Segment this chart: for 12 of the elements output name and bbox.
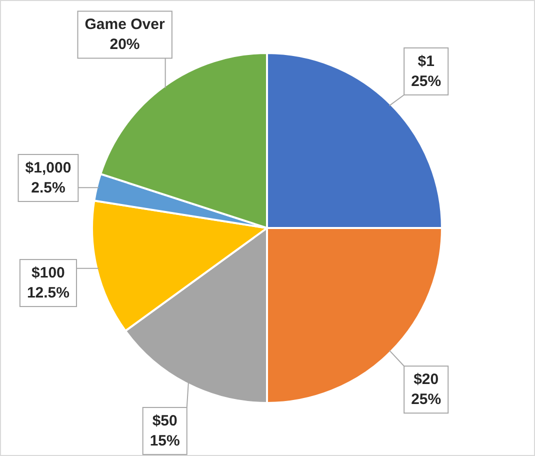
slice-label: $1 (418, 52, 434, 70)
data-label: 15% (150, 432, 180, 450)
slice-label: $100 (32, 264, 65, 282)
slice-label: $20 (414, 371, 439, 388)
data-label: 25% (411, 72, 442, 90)
data-label: 12.5% (26, 284, 70, 302)
data-label: 2.5% (31, 179, 66, 196)
data-label: 25% (411, 391, 442, 408)
slice-label: $50 (152, 412, 178, 430)
data-label: 20% (110, 36, 140, 54)
slice-label: Game Over (84, 16, 165, 34)
slice-label: $1,000 (25, 159, 72, 176)
